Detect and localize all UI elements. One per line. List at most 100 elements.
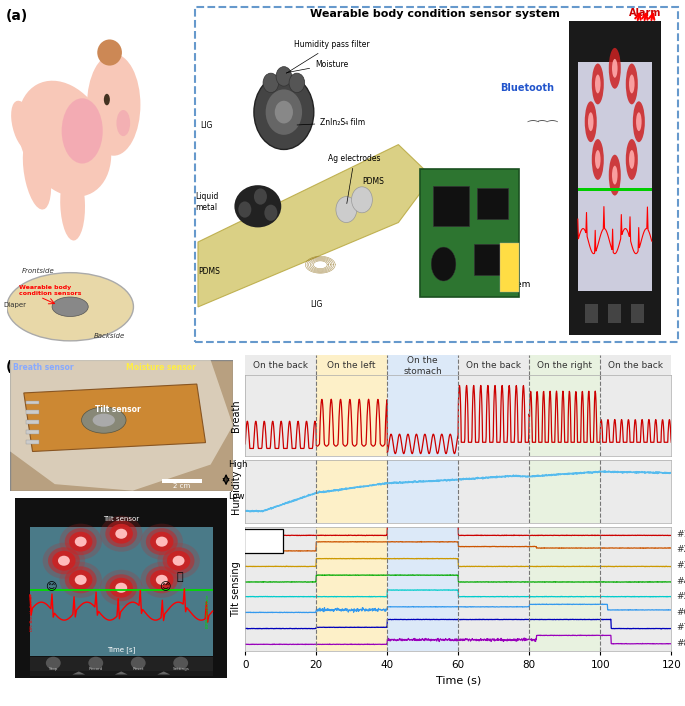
Y-axis label: Tilt sensing: Tilt sensing: [231, 561, 241, 616]
Ellipse shape: [23, 136, 51, 210]
Text: 😊: 😊: [160, 582, 171, 592]
Circle shape: [609, 48, 621, 89]
Text: 😊: 😊: [45, 582, 56, 592]
Text: On the back: On the back: [608, 361, 663, 371]
Polygon shape: [10, 360, 233, 491]
Circle shape: [105, 574, 137, 602]
FancyBboxPatch shape: [244, 530, 283, 554]
Circle shape: [150, 532, 173, 551]
Text: Liquid
metal: Liquid metal: [195, 192, 219, 212]
Text: Moisture sensor: Moisture sensor: [126, 363, 196, 371]
Circle shape: [238, 201, 251, 217]
Circle shape: [636, 112, 642, 131]
Circle shape: [146, 528, 177, 555]
Bar: [30, 527, 212, 656]
Circle shape: [289, 73, 305, 92]
Circle shape: [592, 139, 603, 180]
X-axis label: Time (s): Time (s): [436, 676, 481, 686]
Polygon shape: [198, 145, 432, 307]
Bar: [387, 460, 458, 523]
Circle shape: [156, 575, 168, 585]
Circle shape: [595, 150, 601, 169]
Circle shape: [60, 562, 102, 598]
Text: Bluetooth: Bluetooth: [500, 83, 554, 93]
Bar: [316, 375, 387, 456]
Text: OFF: OFF: [259, 532, 273, 541]
Circle shape: [110, 524, 133, 544]
Y-axis label: Breath: Breath: [231, 399, 241, 432]
FancyBboxPatch shape: [195, 7, 678, 342]
Bar: [530, 460, 600, 523]
Circle shape: [140, 562, 183, 598]
Circle shape: [629, 150, 634, 169]
Text: Tilt sensor: Tilt sensor: [95, 405, 140, 414]
Circle shape: [595, 75, 601, 93]
Bar: [26, 420, 39, 424]
Text: BPM: Heart Rate: BPM: Heart Rate: [206, 594, 210, 628]
Circle shape: [87, 54, 140, 156]
Circle shape: [69, 570, 92, 590]
Circle shape: [88, 657, 103, 669]
Text: Wireless system: Wireless system: [456, 280, 530, 289]
Bar: [245, 375, 316, 456]
Circle shape: [48, 547, 80, 574]
Text: ⁀⁀⁀: ⁀⁀⁀: [527, 123, 558, 136]
Bar: [530, 355, 600, 375]
Bar: [458, 527, 530, 651]
Polygon shape: [73, 671, 85, 674]
Bar: [30, 590, 212, 592]
Bar: [477, 188, 508, 219]
Circle shape: [266, 90, 302, 135]
Circle shape: [150, 570, 173, 590]
Circle shape: [254, 75, 314, 150]
Text: #6: #6: [677, 608, 685, 616]
Text: (a): (a): [5, 8, 27, 23]
Bar: [600, 460, 671, 523]
Circle shape: [276, 66, 292, 86]
Circle shape: [100, 515, 142, 552]
Bar: [577, 62, 651, 292]
Text: #4: #4: [677, 577, 685, 585]
Circle shape: [146, 566, 177, 593]
Circle shape: [351, 187, 373, 213]
Ellipse shape: [97, 40, 122, 66]
Bar: [30, 671, 212, 676]
Bar: [433, 186, 469, 226]
Text: Reset: Reset: [132, 667, 144, 671]
Circle shape: [52, 297, 88, 316]
Bar: [600, 375, 671, 456]
Polygon shape: [115, 671, 127, 674]
Text: Wearable body condition sensor system: Wearable body condition sensor system: [310, 8, 560, 19]
Text: Humidity pass filter: Humidity pass filter: [286, 40, 370, 73]
Circle shape: [158, 543, 200, 579]
Bar: [458, 355, 530, 375]
Text: Diaper: Diaper: [4, 301, 27, 308]
Circle shape: [115, 582, 127, 593]
Circle shape: [116, 110, 130, 136]
Text: On the
stomach: On the stomach: [403, 357, 442, 376]
Circle shape: [162, 547, 195, 574]
Circle shape: [60, 524, 102, 560]
Circle shape: [7, 273, 134, 341]
Circle shape: [82, 407, 126, 433]
Circle shape: [42, 543, 85, 579]
Text: Breath sensor: Breath sensor: [12, 363, 73, 371]
Text: On the left: On the left: [327, 361, 376, 371]
Bar: [316, 355, 387, 375]
Bar: [26, 440, 39, 443]
Text: Wearable body
condition sensors: Wearable body condition sensors: [19, 285, 82, 296]
Bar: [608, 304, 621, 323]
Circle shape: [105, 520, 137, 547]
Bar: [26, 410, 39, 414]
Text: Ag electrodes: Ag electrodes: [328, 154, 381, 203]
Ellipse shape: [60, 167, 85, 241]
Circle shape: [588, 112, 593, 131]
Circle shape: [336, 196, 357, 222]
Circle shape: [156, 537, 168, 546]
Text: Tilt sensor: Tilt sensor: [103, 516, 139, 522]
Text: Record: Record: [88, 667, 103, 671]
Circle shape: [110, 578, 133, 598]
Bar: [24, 384, 206, 452]
Bar: [387, 527, 458, 651]
Bar: [530, 375, 600, 456]
